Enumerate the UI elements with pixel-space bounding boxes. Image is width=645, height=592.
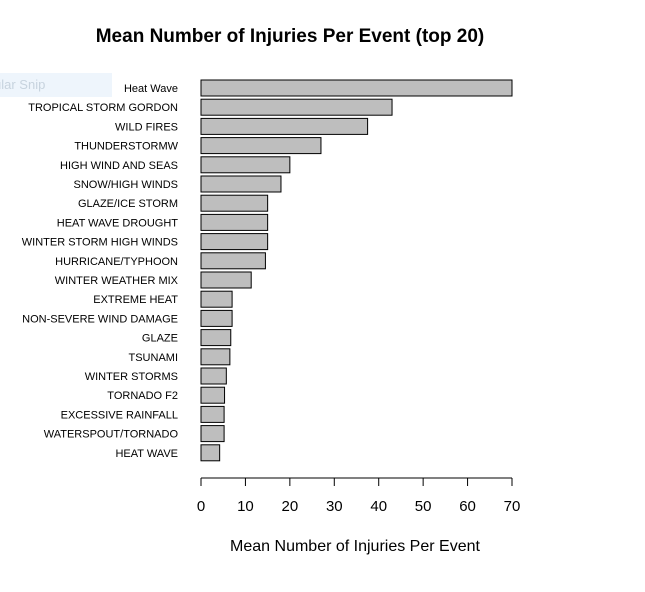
bar [200, 79, 513, 97]
x-tick-label: 20 [282, 498, 299, 515]
bar [200, 405, 225, 423]
category-label: TORNADO F2 [107, 390, 178, 402]
x-axis: 0 10 20 30 40 50 60 70 [197, 477, 521, 515]
category-label: GLAZE/ICE STORM [78, 198, 178, 210]
category-label: GLAZE [142, 333, 178, 345]
bar [200, 117, 369, 135]
bar [200, 425, 225, 443]
chart-title: Mean Number of Injuries Per Event (top 2… [96, 26, 485, 47]
bar [200, 309, 233, 327]
bar [200, 271, 252, 289]
bar [200, 252, 266, 270]
bar [200, 329, 232, 347]
bar [200, 444, 221, 462]
x-tick-label: 30 [326, 498, 343, 515]
x-tick-label: 10 [237, 498, 254, 515]
category-label: EXTREME HEAT [93, 294, 178, 306]
category-label: WILD FIRES [115, 121, 178, 133]
category-labels: Heat Wave TROPICAL STORM GORDON WILD FIRES… [22, 83, 179, 460]
x-tick-label: 50 [415, 498, 432, 515]
category-label: WATERSPOUT/TORNADO [44, 429, 179, 441]
category-label: HEAT WAVE DROUGHT [57, 217, 178, 229]
bar [200, 348, 231, 366]
category-label: TROPICAL STORM GORDON [28, 102, 178, 114]
bars-group [200, 79, 513, 462]
x-tick-label: 40 [370, 498, 387, 515]
screen-snip-overlay: ular Snip [0, 73, 112, 97]
x-tick-label: 0 [197, 498, 205, 515]
bar [200, 98, 393, 116]
bar [200, 233, 269, 251]
category-label: WINTER STORMS [85, 371, 178, 383]
bar [200, 290, 233, 308]
bar [200, 175, 282, 193]
category-label: HIGH WIND AND SEAS [60, 160, 178, 172]
category-label: TSUNAMI [129, 352, 179, 364]
category-label: SNOW/HIGH WINDS [74, 179, 179, 191]
category-label: EXCESSIVE RAINFALL [61, 409, 178, 421]
category-label: WINTER STORM HIGH WINDS [22, 237, 178, 249]
x-tick-label: 70 [504, 498, 521, 515]
category-label: WINTER WEATHER MIX [55, 275, 179, 287]
x-axis-label: Mean Number of Injuries Per Event [230, 538, 480, 555]
category-label: Heat Wave [124, 83, 178, 95]
bar [200, 137, 322, 155]
category-label: HURRICANE/TYPHOON [55, 256, 178, 268]
category-label: THUNDERSTORMW [74, 141, 178, 153]
bar [200, 156, 291, 174]
bar [200, 194, 269, 212]
category-label: HEAT WAVE [115, 448, 178, 460]
bar [200, 367, 227, 385]
category-label: NON-SEVERE WIND DAMAGE [22, 313, 178, 325]
x-tick-label: 60 [459, 498, 476, 515]
bar [200, 213, 269, 231]
bar [200, 386, 226, 404]
